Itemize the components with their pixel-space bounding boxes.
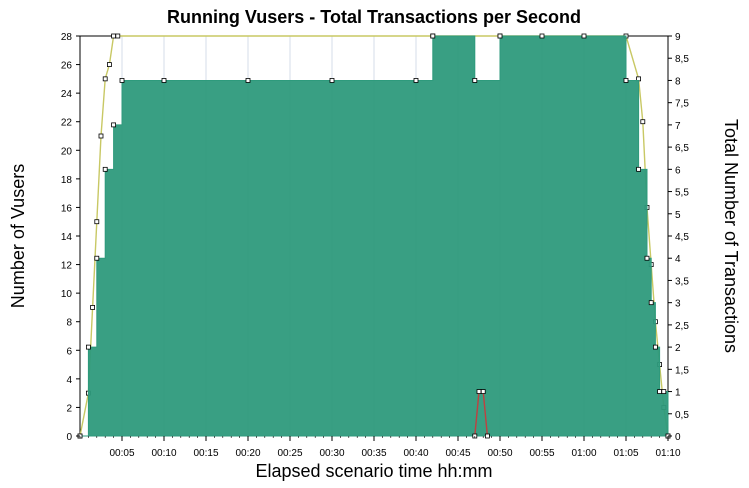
data-point	[476, 389, 482, 394]
y-left-tick-label: 28	[61, 32, 73, 43]
y-right-tick-label: 5,5	[675, 188, 689, 199]
y-left-tick-label: 12	[61, 261, 73, 272]
data-point	[102, 166, 108, 172]
y-left-tick-label: 24	[61, 89, 73, 100]
y-right-tick-label: 4,5	[675, 232, 689, 243]
chart-title: Running Vusers - Total Transactions per …	[167, 7, 581, 27]
y-right-tick-label: 9	[675, 32, 681, 43]
y-right-tick-label: 2,5	[675, 321, 689, 332]
data-point	[413, 78, 419, 83]
x-tick-label: 00:25	[277, 448, 302, 459]
data-point	[581, 33, 587, 39]
data-point	[484, 433, 490, 439]
y-right-tick-label: 2	[675, 343, 681, 354]
y-right-tick-label: 6,5	[675, 143, 689, 154]
x-tick-label: 00:55	[529, 448, 554, 459]
y-right-tick-label: 8	[675, 76, 681, 87]
data-point	[119, 78, 125, 83]
y-right-tick-label: 5	[675, 210, 681, 221]
data-point	[111, 33, 116, 39]
x-tick-label: 01:05	[613, 448, 638, 459]
data-point	[539, 33, 545, 39]
data-point	[636, 166, 641, 172]
y-right-tick-label: 4	[675, 254, 681, 265]
data-point	[430, 33, 436, 39]
data-point	[115, 33, 121, 39]
y-left-tick-label: 16	[61, 203, 73, 214]
y-right-tick-label: 7	[675, 121, 681, 132]
data-point	[472, 78, 478, 83]
data-point	[245, 78, 251, 83]
y-right-tick-label: 3	[675, 299, 681, 310]
y-left-tick-label: 14	[61, 232, 73, 243]
data-point	[94, 219, 100, 225]
data-point	[644, 255, 650, 261]
x-tick-label: 00:40	[403, 448, 428, 459]
data-point	[648, 300, 654, 306]
x-tick-label: 00:35	[361, 448, 386, 459]
data-point	[107, 62, 112, 67]
y-left-tick-label: 2	[66, 403, 72, 414]
x-tick-label: 01:10	[655, 448, 680, 459]
data-point	[90, 305, 95, 310]
y-right-tick-label: 8,5	[675, 54, 689, 65]
y-left-axis-label: Number of Vusers	[8, 164, 28, 308]
x-tick-label: 00:30	[319, 448, 344, 459]
y-left-tick-label: 4	[66, 375, 72, 386]
data-point	[653, 344, 658, 350]
y-right-axis-label: Total Number of Transactions	[721, 119, 741, 353]
x-axis-label: Elapsed scenario time hh:mm	[255, 461, 492, 481]
y-right-tick-label: 1	[675, 388, 681, 399]
y-right-axis-ticks: 0 0,5 1 1,5 2 2,5 3 3,5 4 4,5 5 5,5 6 6,5 7 7,5 8 8,5 9	[668, 32, 689, 443]
y-right-tick-label: 0,5	[675, 410, 689, 421]
data-point	[98, 133, 104, 139]
data-point	[94, 255, 100, 261]
x-tick-label: 00:10	[151, 448, 176, 459]
y-left-tick-label: 22	[61, 118, 73, 129]
x-tick-label: 00:20	[235, 448, 260, 459]
data-point	[623, 78, 629, 83]
data-point	[111, 122, 116, 128]
data-point	[329, 78, 335, 83]
series-layer	[77, 33, 671, 439]
y-left-tick-label: 26	[61, 61, 73, 72]
series-total-transactions-per-second	[77, 33, 671, 439]
data-point	[497, 33, 503, 39]
y-right-tick-label: 7,5	[675, 99, 689, 110]
data-point	[640, 119, 646, 125]
data-point	[480, 389, 486, 394]
y-right-tick-label: 1,5	[675, 365, 689, 376]
series-area	[80, 35, 669, 437]
x-tick-label: 00:50	[487, 448, 512, 459]
y-left-tick-label: 10	[61, 289, 73, 300]
y-left-tick-label: 8	[66, 318, 72, 329]
y-right-tick-label: 0	[675, 432, 681, 443]
data-point	[86, 344, 91, 350]
x-tick-label: 00:45	[445, 448, 470, 459]
x-tick-label: 00:05	[109, 448, 134, 459]
y-right-tick-label: 6	[675, 165, 681, 176]
y-left-tick-label: 20	[61, 146, 73, 157]
y-left-tick-label: 0	[66, 432, 72, 443]
data-point	[657, 389, 662, 394]
data-point	[102, 76, 108, 82]
data-point	[161, 78, 167, 83]
y-right-tick-label: 3,5	[675, 276, 689, 287]
y-left-tick-label: 6	[66, 346, 72, 357]
y-left-tick-label: 18	[61, 175, 73, 186]
x-tick-label: 01:00	[571, 448, 596, 459]
x-axis-ticks: 00:05 00:10 00:15 00:20 00:25 00:30 00:35 00:40…	[79, 436, 681, 459]
x-tick-label: 00:15	[193, 448, 218, 459]
data-point	[661, 389, 667, 394]
